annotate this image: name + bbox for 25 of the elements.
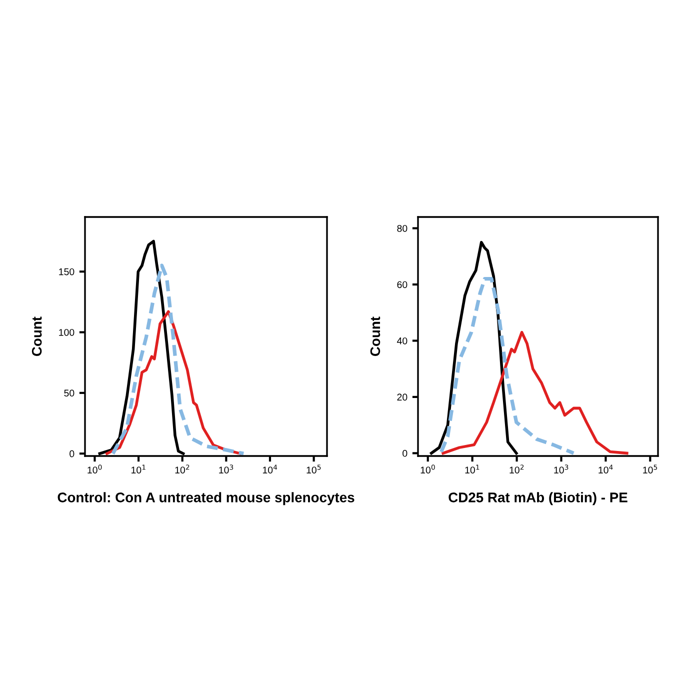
y-tick-label: 150 bbox=[59, 268, 74, 276]
x-tick-label: 10$^{1}$ bbox=[132, 464, 146, 474]
y-tick-label: 0 bbox=[70, 450, 74, 458]
y-axis-title: Count bbox=[370, 316, 380, 356]
x-tick-label: 10$^{2}$ bbox=[175, 464, 190, 474]
x-tick-label: 10$^{5}$ bbox=[643, 464, 658, 474]
x-axis-title: CD25 Rat mAb (Biotin) - PE bbox=[448, 492, 628, 506]
y-tick-label: 40 bbox=[396, 337, 408, 344]
x-axis-title: Control: Con A untreated mouse splenocytes bbox=[58, 492, 354, 506]
y-tick-label: 60 bbox=[397, 281, 408, 288]
x-tick-label: 10$^{4}$ bbox=[262, 464, 278, 474]
y-tick-label: 80 bbox=[397, 224, 408, 232]
y-tick-label: 20 bbox=[397, 394, 408, 401]
x-tick-label: 10$^{5}$ bbox=[306, 464, 321, 474]
x-tick-label: 10$^{3}$ bbox=[554, 464, 568, 474]
y-axis-title: Count bbox=[32, 316, 42, 356]
x-tick-label: 10$^{3}$ bbox=[219, 464, 234, 474]
y-tick-label: 0 bbox=[402, 450, 408, 457]
x-tick-label: 10$^{0}$ bbox=[420, 464, 435, 474]
y-tick-label: 50 bbox=[64, 390, 74, 397]
x-tick-label: 10$^{1}$ bbox=[465, 464, 480, 474]
x-tick-label: 10$^{4}$ bbox=[598, 464, 613, 474]
x-tick-label: 10$^{2}$ bbox=[510, 464, 524, 474]
y-tick-label: 100 bbox=[59, 328, 74, 336]
x-tick-label: 10$^{0}$ bbox=[88, 464, 102, 474]
